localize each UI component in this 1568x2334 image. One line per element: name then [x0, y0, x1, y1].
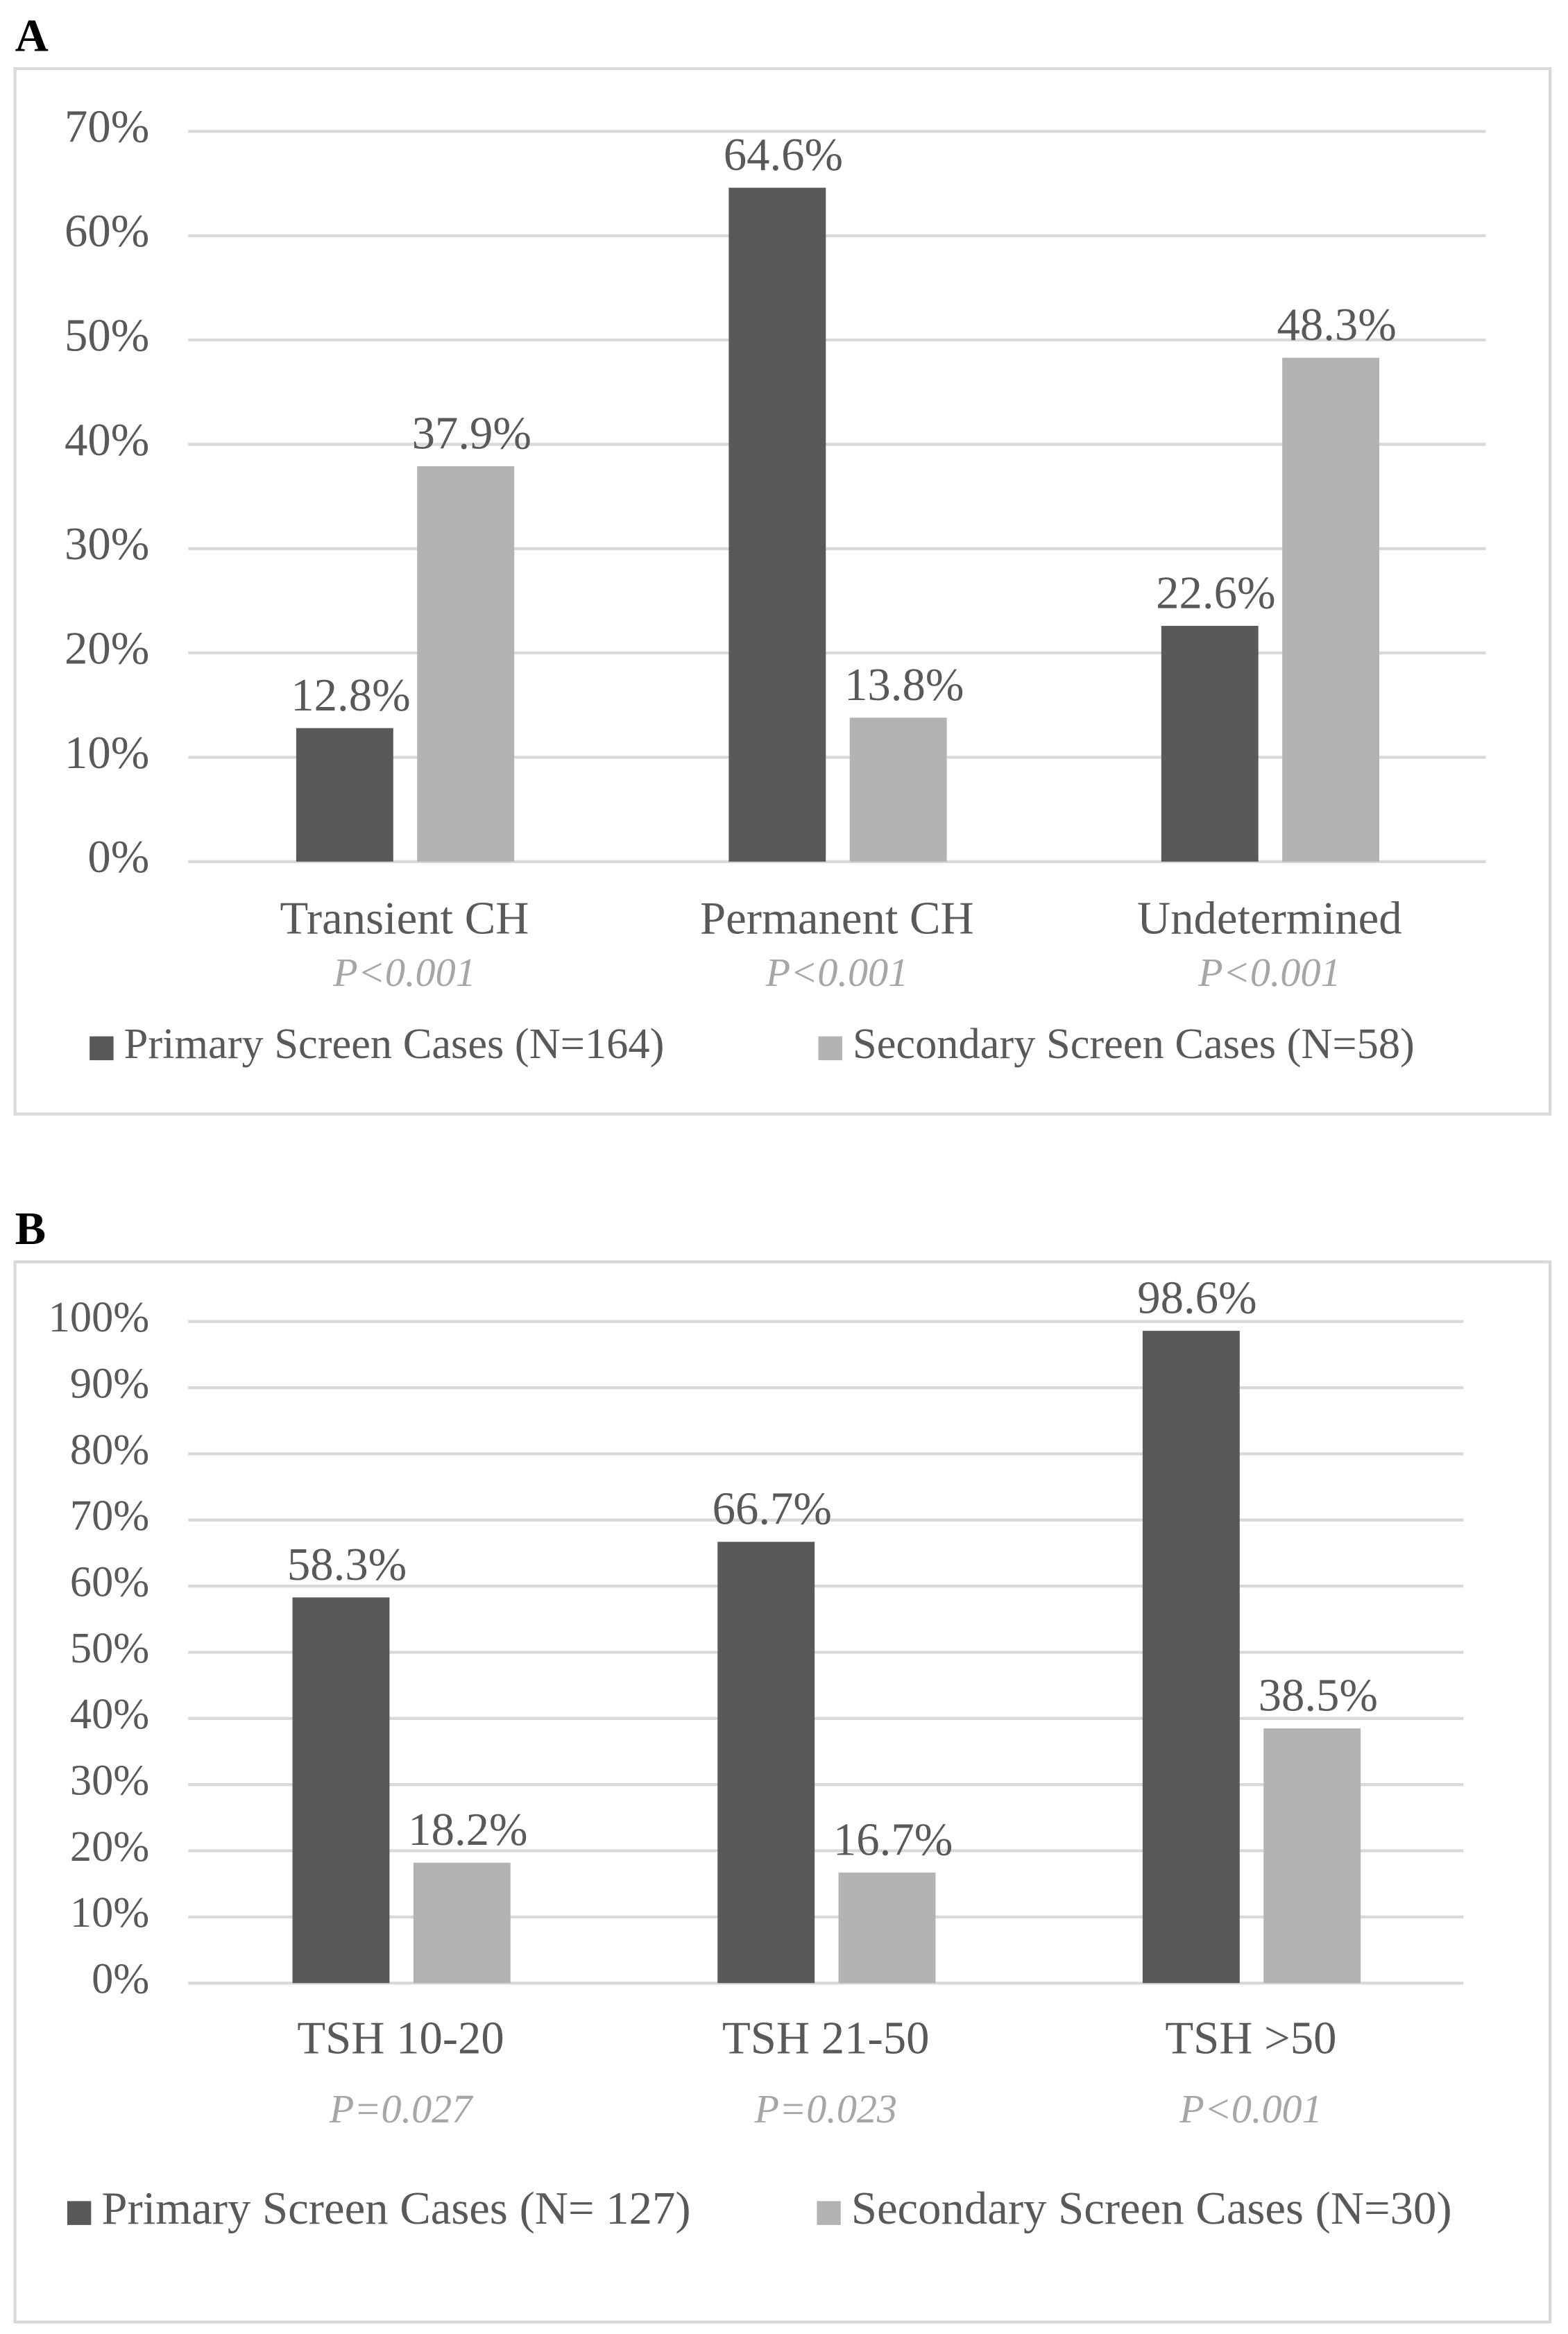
y-tick-label: 70%: [65, 102, 149, 153]
x-tick-label: TSH 10-20: [297, 2013, 504, 2064]
bar: [838, 1872, 936, 1984]
bar: [849, 717, 947, 862]
bar: [292, 1597, 390, 1984]
legend-swatch: [90, 1036, 114, 1061]
legend-label: Secondary Screen Cases (N=30): [851, 2183, 1452, 2234]
y-tick-label: 30%: [65, 519, 149, 570]
p-value: P=0.027: [329, 2086, 474, 2131]
y-tick-label: 50%: [65, 310, 149, 361]
value-label: 48.3%: [1277, 300, 1397, 350]
panel-label: A: [15, 10, 49, 61]
x-tick-label: TSH >50: [1165, 2013, 1336, 2064]
value-label: 12.8%: [291, 670, 410, 721]
value-label: 16.7%: [833, 1814, 953, 1865]
y-tick-label: 40%: [65, 415, 149, 466]
y-tick-label: 80%: [70, 1426, 149, 1474]
legend-label: Secondary Screen Cases (N=58): [853, 1020, 1415, 1068]
y-tick-label: 0%: [87, 832, 149, 883]
value-label: 22.6%: [1156, 568, 1275, 618]
p-value: P=0.023: [754, 2086, 897, 2131]
panel-label: B: [15, 1204, 46, 1254]
y-tick-label: 10%: [70, 1889, 149, 1936]
value-label: 13.8%: [844, 660, 964, 710]
y-tick-label: 100%: [49, 1293, 150, 1341]
bar: [717, 1542, 815, 1984]
value-label: 66.7%: [713, 1484, 832, 1535]
x-tick-label: TSH 21-50: [722, 2013, 929, 2064]
legend-swatch: [67, 2201, 92, 2225]
x-tick-label: Transient CH: [280, 893, 529, 944]
value-label: 37.9%: [412, 408, 531, 459]
y-tick-label: 60%: [70, 1558, 149, 1605]
panel-frame: [13, 67, 1552, 1116]
x-tick-label: Undetermined: [1137, 893, 1402, 944]
value-label: 58.3%: [287, 1540, 407, 1590]
bar: [1142, 1331, 1240, 1984]
y-tick-label: 40%: [70, 1690, 149, 1738]
p-value: P<0.001: [332, 950, 475, 995]
value-label: 18.2%: [408, 1805, 527, 1855]
bar: [417, 466, 515, 862]
y-tick-label: 20%: [65, 623, 149, 674]
value-label: 64.6%: [724, 130, 843, 180]
bar: [1161, 626, 1259, 862]
bar: [413, 1862, 511, 1984]
legend-label: Primary Screen Cases (N=164): [124, 1020, 665, 1068]
y-tick-label: 20%: [70, 1823, 149, 1871]
bar: [728, 187, 826, 862]
value-label: 98.6%: [1137, 1273, 1256, 1324]
y-tick-label: 0%: [92, 1955, 149, 2003]
legend-swatch: [817, 2201, 841, 2225]
y-tick-label: 30%: [70, 1757, 149, 1805]
y-tick-label: 90%: [70, 1359, 149, 1407]
panel-frame: [13, 1260, 1552, 2324]
p-value: P<0.001: [1179, 2086, 1322, 2131]
p-value: P<0.001: [765, 950, 908, 995]
bar: [1263, 1728, 1361, 1984]
legend-swatch: [818, 1036, 842, 1061]
legend-label: Primary Screen Cases (N= 127): [101, 2183, 690, 2234]
y-tick-label: 10%: [65, 728, 149, 778]
bar: [296, 728, 393, 862]
bar: [1282, 357, 1380, 862]
p-value: P<0.001: [1198, 950, 1340, 995]
y-tick-label: 50%: [70, 1624, 149, 1672]
y-tick-label: 60%: [65, 206, 149, 257]
y-tick-label: 70%: [70, 1492, 149, 1540]
x-tick-label: Permanent CH: [700, 893, 974, 944]
value-label: 38.5%: [1259, 1671, 1378, 1721]
